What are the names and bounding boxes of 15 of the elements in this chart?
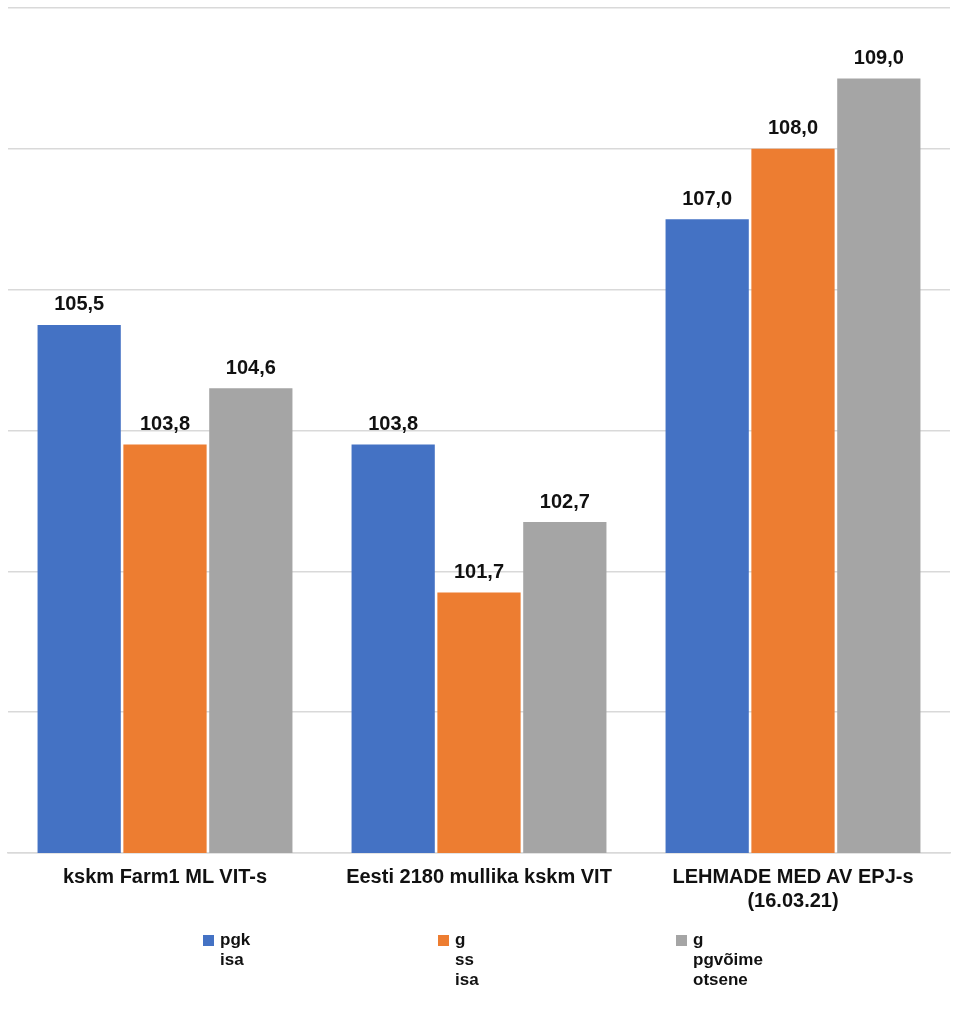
data-label: 108,0 [767, 116, 819, 139]
legend-label: pgk isa [220, 930, 251, 970]
legend-label: g ss isa [455, 930, 479, 990]
data-label: 109,0 [853, 45, 904, 68]
data-label: 104,6 [225, 355, 276, 378]
data-label: 103,8 [139, 412, 191, 435]
data-label: 105,5 [54, 292, 105, 315]
data-label: 101,7 [453, 559, 505, 582]
x-tick-label: LEHMADE MED AV EPJ-s (16.03.21) [672, 864, 914, 911]
x-tick-label: kskm Farm1 ML VIT-s [62, 864, 268, 887]
legend-label: g pgvõime otsene [693, 930, 763, 990]
x-tick-label: Eesti 2180 mullika kskm VIT [346, 864, 612, 887]
data-label: 102,7 [539, 489, 590, 512]
data-label: 107,0 [682, 186, 733, 209]
data-label: 103,8 [368, 412, 419, 435]
